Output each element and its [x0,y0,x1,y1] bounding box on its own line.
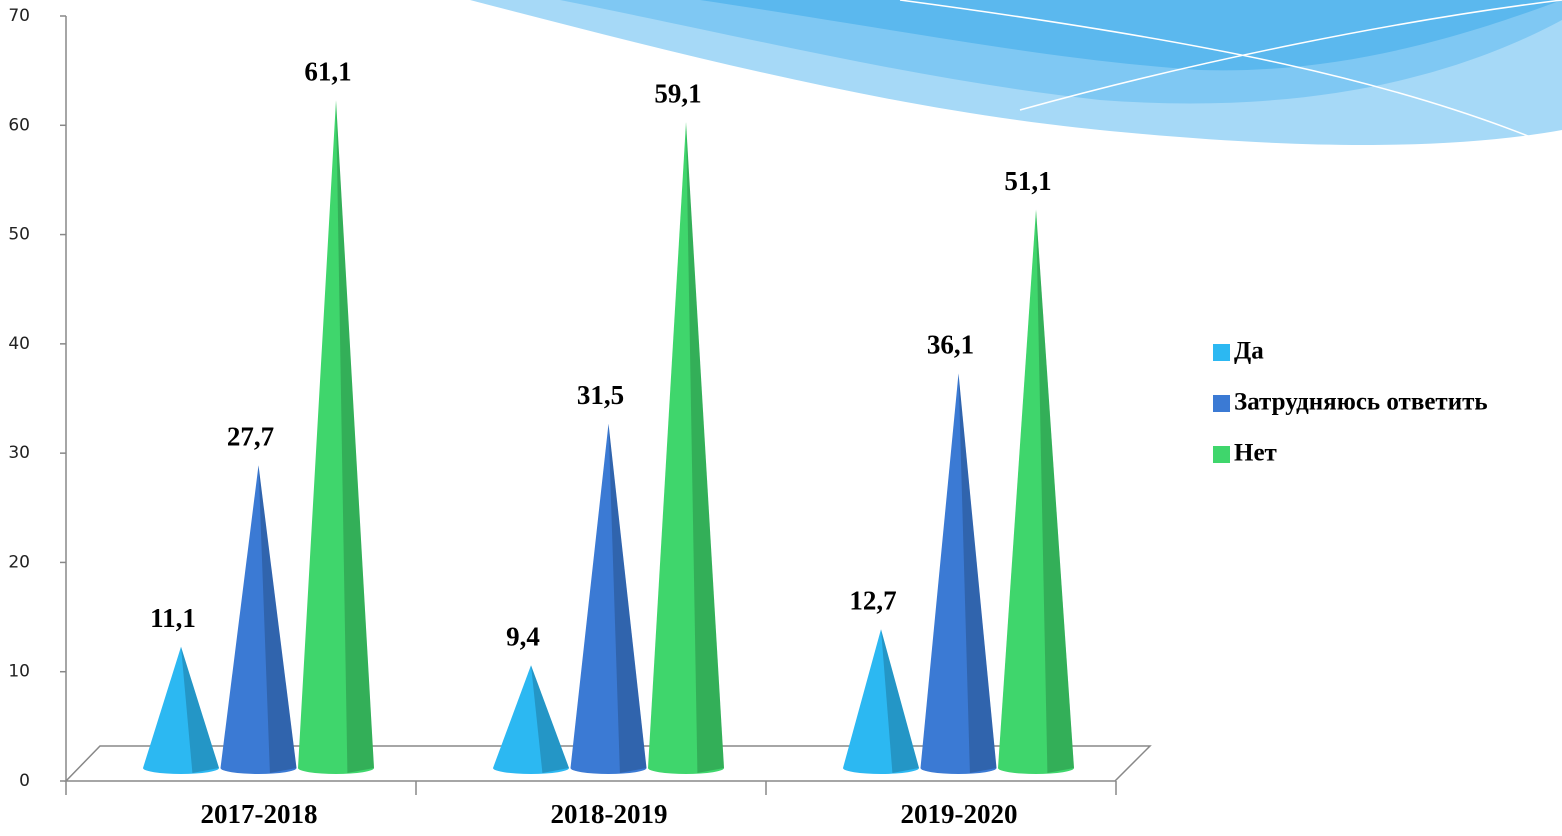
cone-shade [181,646,219,773]
cone [143,646,219,774]
legend-label: Да [1234,338,1264,365]
y-tick-label: 0 [19,771,30,791]
cone [920,373,997,774]
value-label: 12,7 [849,585,896,615]
cone [493,665,569,774]
value-label: 27,7 [227,421,274,451]
value-label: 51,1 [1004,166,1051,196]
y-tick-label: 70 [8,6,30,26]
legend-swatch [1213,446,1230,463]
cone [298,100,374,774]
cone [843,629,919,774]
cone-shade [336,100,374,773]
cone-shade [531,665,569,773]
y-tick-label: 50 [8,225,30,245]
cone [648,122,724,774]
decoration [470,0,1562,151]
y-tick-label: 30 [8,443,30,463]
cone [220,465,297,774]
value-label: 59,1 [654,78,701,108]
cone [570,423,647,774]
cone [998,209,1074,775]
y-tick-label: 60 [8,115,30,135]
cone-shade [258,465,297,773]
value-label: 9,4 [506,621,540,651]
cone-shade [1036,209,1074,774]
x-tick-label: 2019-2020 [901,799,1018,829]
legend-label: Затрудняюсь ответить [1234,389,1488,416]
legend-swatch [1213,344,1230,361]
value-label: 31,5 [577,380,624,410]
legend-swatch [1213,395,1230,412]
value-label: 11,1 [150,603,196,633]
y-tick-label: 10 [8,662,30,682]
legend-label: Нет [1234,440,1277,467]
x-tick-label: 2017-2018 [201,799,318,829]
value-label: 61,1 [304,56,351,86]
y-tick-label: 40 [8,334,30,354]
y-tick-label: 20 [8,552,30,572]
cone-shade [881,629,919,773]
cone-shade [686,122,724,773]
value-label: 36,1 [927,330,974,360]
cone-shade [608,423,647,773]
cone-shade [958,373,997,773]
x-tick-label: 2018-2019 [551,799,668,829]
